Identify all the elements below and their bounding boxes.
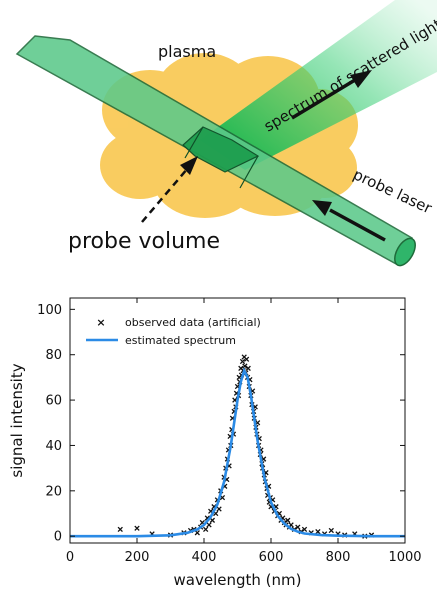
spectrum-chart: 0 200 400 600 800 1000 0 20 40 60 80 100 wavelengt… [8, 297, 422, 589]
chart-legend: × observed data (artificial) estimated s… [86, 316, 261, 347]
legend-label-estimated: estimated spectrum [125, 334, 236, 347]
y-tick-label: 0 [54, 530, 62, 545]
x-tick-label: 0 [66, 550, 74, 565]
observed-point [194, 530, 200, 536]
probe-volume-edge [239, 155, 259, 189]
y-tick-label: 40 [45, 439, 62, 454]
plasma-label: plasma [158, 42, 216, 61]
observed-point [203, 526, 209, 533]
scatter-direction-arrow [291, 70, 372, 120]
probe-volume-edge [184, 126, 204, 159]
x-tick-label: 1000 [388, 550, 421, 565]
observed-point [209, 517, 216, 523]
observed-point [117, 526, 123, 533]
observed-point [245, 365, 251, 371]
y-tick-label: 80 [45, 348, 62, 363]
observed-data-series [117, 354, 375, 539]
y-tick-label: 60 [45, 394, 62, 409]
x-tick-label: 200 [125, 550, 150, 565]
observed-point [315, 528, 321, 535]
estimated-spectrum-line [70, 367, 405, 538]
observed-point [328, 527, 334, 534]
observed-point [242, 363, 248, 369]
x-tick-label: 800 [326, 550, 351, 565]
probe-volume-label: probe volume [68, 229, 220, 254]
y-axis-label: signal intensity [8, 363, 26, 477]
x-tick-label: 600 [259, 550, 284, 565]
observed-point [285, 517, 291, 523]
observed-point [239, 358, 246, 365]
y-tick-label: 100 [37, 303, 62, 318]
observed-point [243, 356, 250, 362]
observed-point [206, 522, 212, 528]
probe-volume-pointer-arrow [141, 156, 198, 223]
legend-marker-observed: × [96, 316, 105, 329]
plot-frame [69, 297, 406, 544]
scattered-light-cone [200, 0, 437, 170]
x-axis-label: wavelength (nm) [174, 571, 302, 589]
thomson-scattering-diagram: plasma spectrum of scattered light probe… [15, 0, 437, 267]
beam-end-cap [394, 237, 416, 267]
x-tick-label: 400 [192, 550, 217, 565]
observed-point [134, 525, 140, 531]
observed-point [295, 524, 301, 530]
laser-direction-arrow [312, 200, 386, 242]
y-tick-label: 20 [45, 484, 62, 499]
observed-point [301, 526, 308, 533]
observed-point [216, 506, 222, 512]
legend-label-observed: observed data (artificial) [125, 316, 261, 329]
x-axis: 0 200 400 600 800 1000 [66, 298, 422, 565]
probe-volume-region [182, 126, 260, 173]
y-axis: 0 20 40 60 80 100 [37, 303, 405, 545]
